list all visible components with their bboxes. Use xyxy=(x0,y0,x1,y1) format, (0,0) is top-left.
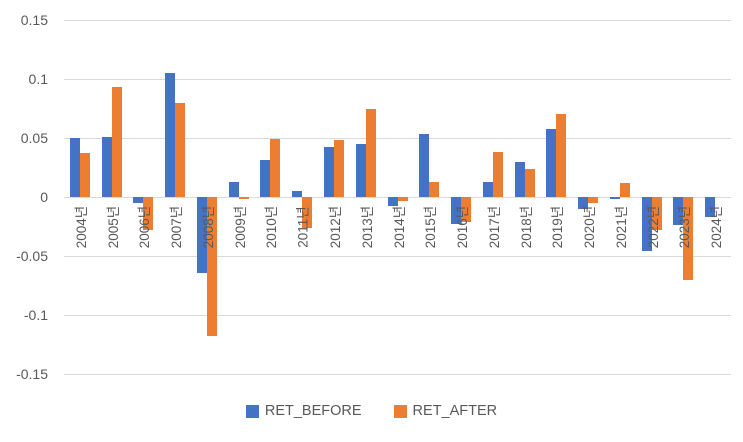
bar-ret_after-2012 xyxy=(334,140,344,197)
bar-ret_before-2008 xyxy=(197,197,207,273)
bar-ret_before-2019 xyxy=(546,128,556,197)
gridline xyxy=(64,315,731,316)
bar-ret_before-2007 xyxy=(165,73,175,197)
bar-ret_before-2016 xyxy=(451,197,461,225)
gridline xyxy=(64,79,731,80)
y-axis-tick-label: -0.05 xyxy=(16,248,48,264)
bar-ret_before-2015 xyxy=(419,134,429,197)
bar-ret_after-2021 xyxy=(620,182,630,197)
bar-ret_after-2007 xyxy=(175,102,185,197)
bar-ret_before-2020 xyxy=(578,197,588,209)
bar-ret_after-2009 xyxy=(239,197,249,200)
bar-ret_after-2022 xyxy=(652,197,662,231)
legend-item-ret-before: RET_BEFORE xyxy=(245,403,362,419)
y-axis-tick-label: 0.1 xyxy=(28,71,48,87)
y-axis-tick-label: 0.05 xyxy=(20,130,48,146)
legend-label-ret-after: RET_AFTER xyxy=(412,403,498,419)
y-axis-tick-label: -0.1 xyxy=(23,307,48,323)
bar-ret_after-2006 xyxy=(143,197,153,231)
legend-swatch-ret-after xyxy=(393,404,407,418)
y-axis-tick-label: -0.15 xyxy=(16,366,48,382)
bar-ret_after-2014 xyxy=(398,197,408,201)
bar-ret_before-2004 xyxy=(70,138,80,197)
bar-ret_after-2013 xyxy=(366,108,376,197)
gridline xyxy=(64,20,731,21)
bar-ret_after-2010 xyxy=(270,139,280,197)
bar-ret_before-2018 xyxy=(515,161,525,197)
bar-ret_after-2020 xyxy=(588,197,598,203)
bar-ret_after-2018 xyxy=(525,168,535,197)
bar-ret_before-2017 xyxy=(483,181,493,197)
bar-ret_after-2023 xyxy=(683,197,693,280)
bar-ret_before-2013 xyxy=(356,143,366,197)
bar-ret_before-2023 xyxy=(673,197,683,226)
gridline xyxy=(64,256,731,257)
bar-ret_after-2004 xyxy=(80,153,90,197)
bar-ret_after-2015 xyxy=(429,181,439,197)
x-axis-tick-label: 2024년 xyxy=(708,205,724,249)
bar-ret_before-2012 xyxy=(324,147,334,197)
bar-ret_after-2017 xyxy=(493,152,503,197)
chart-legend: RET_BEFORE RET_AFTER xyxy=(0,403,743,419)
bar-ret_after-2008 xyxy=(207,197,217,337)
bar-ret_before-2021 xyxy=(610,197,620,200)
bar-ret_before-2009 xyxy=(229,181,239,197)
bar-ret_after-2005 xyxy=(112,87,122,197)
legend-label-ret-before: RET_BEFORE xyxy=(264,403,362,419)
bar-ret_after-2016 xyxy=(461,197,471,222)
bar-ret_before-2024 xyxy=(705,197,715,218)
bar-ret_before-2006 xyxy=(133,197,143,203)
bar-ret_before-2011 xyxy=(292,191,302,197)
gridline xyxy=(64,374,731,375)
bar-ret_before-2014 xyxy=(388,197,398,207)
bar-ret_before-2022 xyxy=(642,197,652,252)
bar-ret_after-2011 xyxy=(302,197,312,228)
y-axis-tick-label: 0 xyxy=(40,189,48,205)
legend-swatch-ret-before xyxy=(245,404,259,418)
bar-ret_before-2005 xyxy=(102,136,112,197)
y-axis-tick-label: 0.15 xyxy=(20,12,48,28)
bar-ret_before-2010 xyxy=(260,160,270,197)
bar-ret_after-2019 xyxy=(556,114,566,197)
legend-item-ret-after: RET_AFTER xyxy=(393,403,498,419)
gridline xyxy=(64,138,731,139)
